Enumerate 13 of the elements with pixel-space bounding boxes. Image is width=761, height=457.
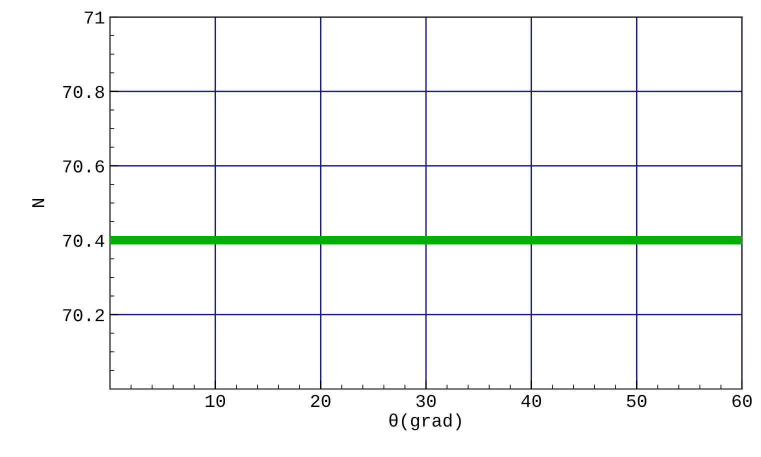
y-tick-label: 70.2 xyxy=(63,309,104,322)
y-tick-label: 70.6 xyxy=(63,160,104,173)
y-tick-label: 71 xyxy=(84,12,104,24)
y-tick-label: 70.4 xyxy=(63,234,104,247)
y-axis-title: N xyxy=(32,199,44,207)
y-tick-label: 70.8 xyxy=(63,86,104,98)
x-tick-label: 30 xyxy=(416,394,436,408)
x-tick-label: 20 xyxy=(311,394,330,408)
x-tick-label: 40 xyxy=(521,394,542,408)
x-tick-label: 50 xyxy=(626,394,646,408)
x-tick-label: 10 xyxy=(206,394,226,408)
x-axis-title: θ(grad) xyxy=(389,413,461,430)
x-tick-label: 60 xyxy=(732,394,752,408)
